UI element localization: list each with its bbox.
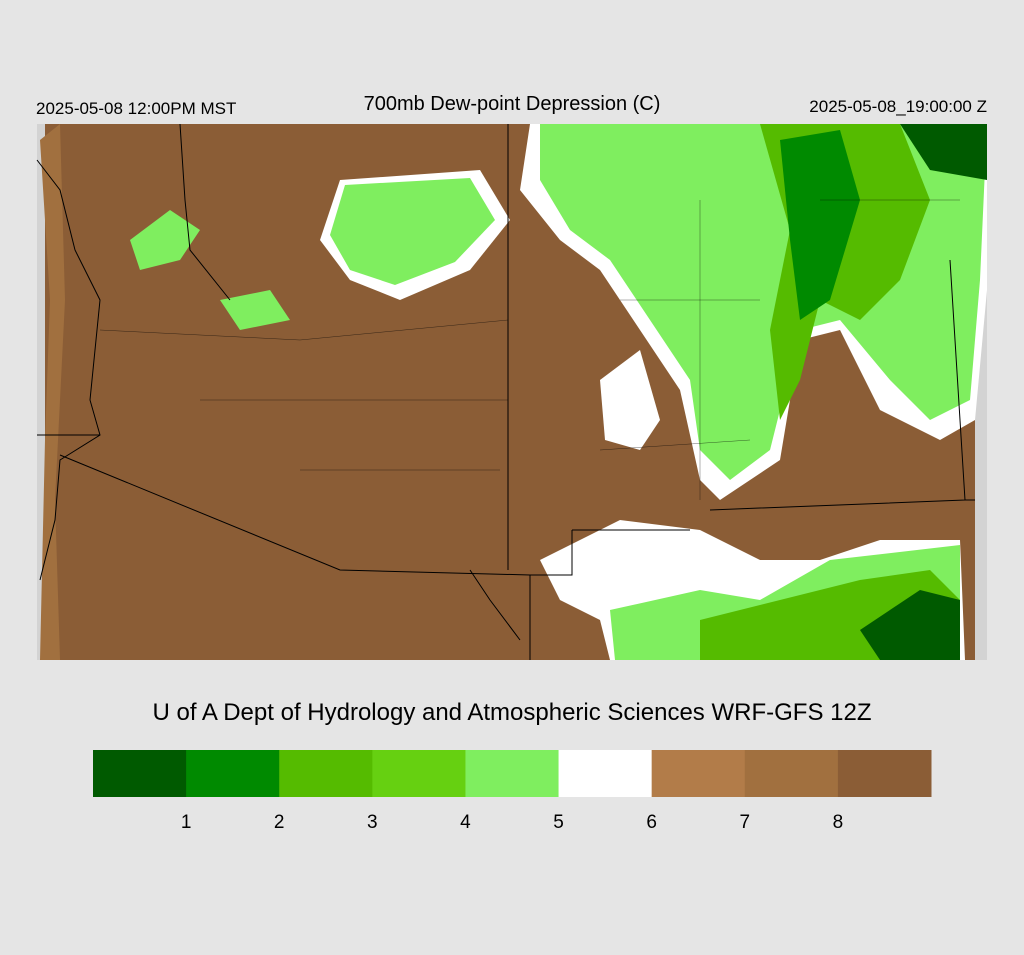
colorbar-swatch [744,750,839,797]
colorbar-swatch [465,750,560,797]
colorbar-swatch [558,750,653,797]
moist-area [900,124,987,180]
colorbar-label: 5 [553,812,564,833]
colorbar-swatch [186,750,280,797]
moist-area [600,350,660,450]
colorbar-swatch [93,750,187,797]
colorbar-swatch [837,750,932,797]
colorbar-label: 4 [460,812,471,833]
colorbar-swatch [651,750,746,797]
colorbar-swatch [372,750,466,797]
moist-area [130,210,290,330]
moist-area [780,130,860,320]
colorbar-label: 6 [646,812,657,833]
colorbar-swatch [279,750,373,797]
moist-area [330,178,495,285]
credit: U of A Dept of Hydrology and Atmospheric… [153,699,872,726]
colorbar-label: 7 [739,812,750,833]
moist-area [860,590,960,660]
map-title: 700mb Dew-point Depression (C) [364,93,661,115]
colorbar-label: 1 [181,812,192,833]
map [36,123,987,660]
colorbar-label: 2 [274,812,285,833]
boundaries [36,123,975,660]
valid-time-local: 2025-05-08 12:00PM MST [36,99,236,118]
map-field [40,124,65,660]
valid-time-utc: 2025-05-08_19:00:00 Z [809,97,987,116]
colorbar-label: 3 [367,812,378,833]
colorbar-label: 8 [833,812,844,833]
colorbar: 1 2 3 4 5 6 7 8 [93,750,932,833]
